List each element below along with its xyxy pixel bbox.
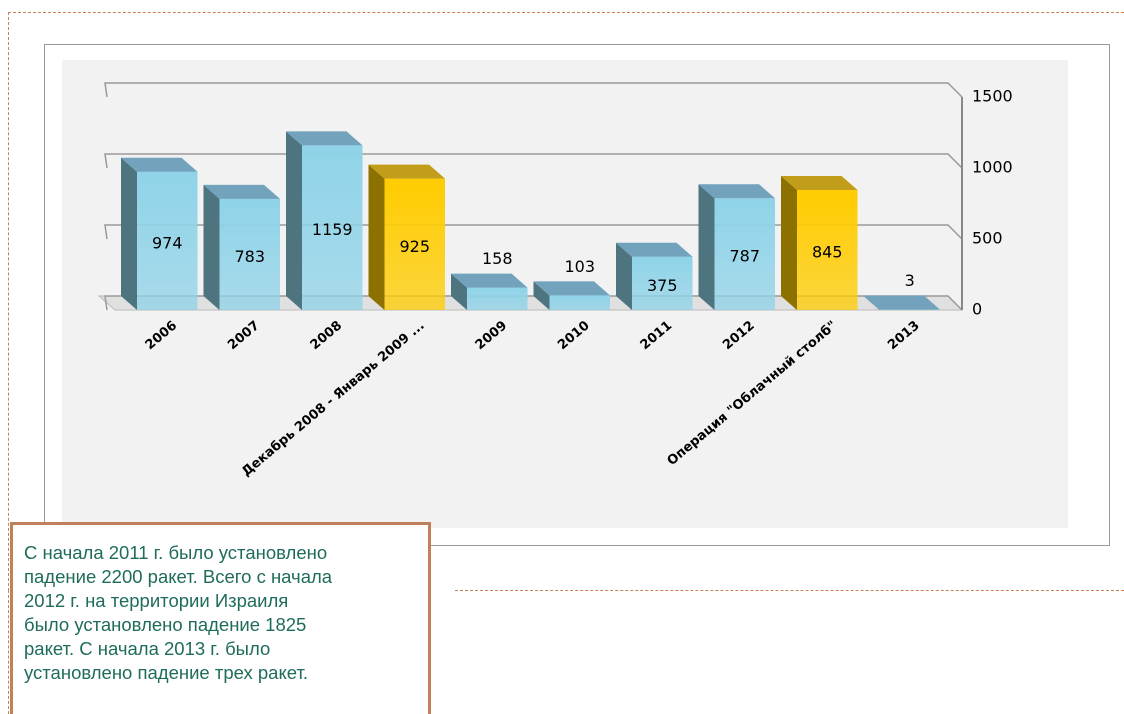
- bar-group: [451, 273, 528, 310]
- bar-top: [286, 131, 363, 146]
- data-label: 103: [564, 257, 595, 276]
- data-label: 787: [729, 247, 760, 266]
- bar-top-shade: [533, 281, 610, 296]
- data-label: 974: [152, 233, 183, 252]
- bar-side-shade: [121, 157, 137, 310]
- data-label: 845: [812, 243, 843, 262]
- grid-line: [104, 153, 963, 169]
- bar: [467, 287, 528, 310]
- data-label: 783: [234, 247, 265, 266]
- bar-top: [121, 157, 198, 172]
- bar-top-shade: [286, 131, 363, 146]
- bar-top-shade: [698, 184, 775, 199]
- annotation: С начала 2011 г. было установлено падение…: [10, 522, 431, 714]
- frame: [8, 590, 9, 714]
- bar-side-shade: [616, 242, 632, 310]
- bar-side-shade: [698, 184, 715, 310]
- bar-group: [698, 184, 775, 310]
- bar-top-shade: [121, 157, 198, 172]
- bar-side: [368, 164, 385, 310]
- y-tick-label: 0: [972, 300, 982, 319]
- bar-top: [863, 295, 940, 310]
- data-label: 3: [905, 271, 915, 290]
- bar-side: [616, 242, 632, 310]
- bar: [137, 171, 198, 310]
- bar-side-shade: [781, 176, 797, 310]
- data-label: 158: [482, 249, 513, 268]
- bar: [549, 295, 610, 310]
- bar-top-shade: [863, 295, 940, 310]
- bar: [714, 198, 775, 310]
- bar-side: [781, 176, 797, 310]
- y-tick-label: 1000: [972, 158, 1013, 177]
- bar-group: [121, 157, 198, 310]
- bar-top: [451, 273, 528, 288]
- bar-group: [368, 164, 445, 310]
- bar-top: [698, 184, 775, 199]
- bar-side: [121, 157, 137, 310]
- bar: [384, 178, 445, 310]
- bar-group: [781, 176, 858, 310]
- annotation-line: падение 2200 ракет. Всего с начала: [24, 566, 333, 587]
- bar-top-shade: [616, 242, 693, 257]
- bar-group: [863, 295, 940, 310]
- data-label: 925: [399, 237, 430, 256]
- bar-side-shade: [533, 281, 550, 310]
- bar: [632, 256, 693, 310]
- bar-side: [286, 131, 302, 310]
- bar: [219, 198, 280, 310]
- data-label: 1159: [312, 220, 353, 239]
- bar-top: [368, 164, 445, 179]
- bar: [797, 190, 858, 310]
- bar-top-shade: [451, 273, 528, 288]
- bar-side: [863, 295, 880, 310]
- annotation-line: С начала 2011 г. было установлено: [24, 542, 328, 563]
- bar-side-shade: [286, 131, 302, 310]
- frame: [455, 590, 1124, 591]
- bar-side-shade: [368, 164, 385, 310]
- bar-side: [533, 281, 550, 310]
- bar-side-shade: [863, 295, 880, 310]
- grid-line: [104, 82, 963, 98]
- bar-top-shade: [368, 164, 445, 179]
- bar-side: [203, 184, 220, 310]
- bar-side-shade: [203, 184, 220, 310]
- y-tick-label: 1500: [972, 87, 1013, 106]
- grid-line: [104, 224, 963, 240]
- bar-top-shade: [781, 176, 858, 191]
- bar-top-shade: [203, 184, 280, 199]
- bar-group: [286, 131, 363, 310]
- annotation-line: 2012 г. на территории Израиля: [24, 590, 289, 611]
- frame: [8, 12, 1124, 591]
- annotation-line: установлено падение трех ракет.: [24, 662, 309, 683]
- bar-side: [698, 184, 715, 310]
- bar-side-shade: [451, 273, 467, 310]
- annotation-line: ракет. С начала 2013 г. было: [24, 638, 271, 659]
- bar-top: [616, 242, 693, 257]
- bar: [302, 145, 363, 310]
- y-tick-label: 500: [972, 229, 1003, 248]
- bar-group: [203, 184, 280, 310]
- annotation-line: было установлено падение 1825: [24, 614, 307, 635]
- bar-group: [616, 242, 693, 310]
- bar-group: [533, 281, 610, 310]
- bar-side: [451, 273, 467, 310]
- bar-top: [781, 176, 858, 191]
- bar-top: [533, 281, 610, 296]
- data-label: 375: [647, 276, 678, 295]
- bar-top: [203, 184, 280, 199]
